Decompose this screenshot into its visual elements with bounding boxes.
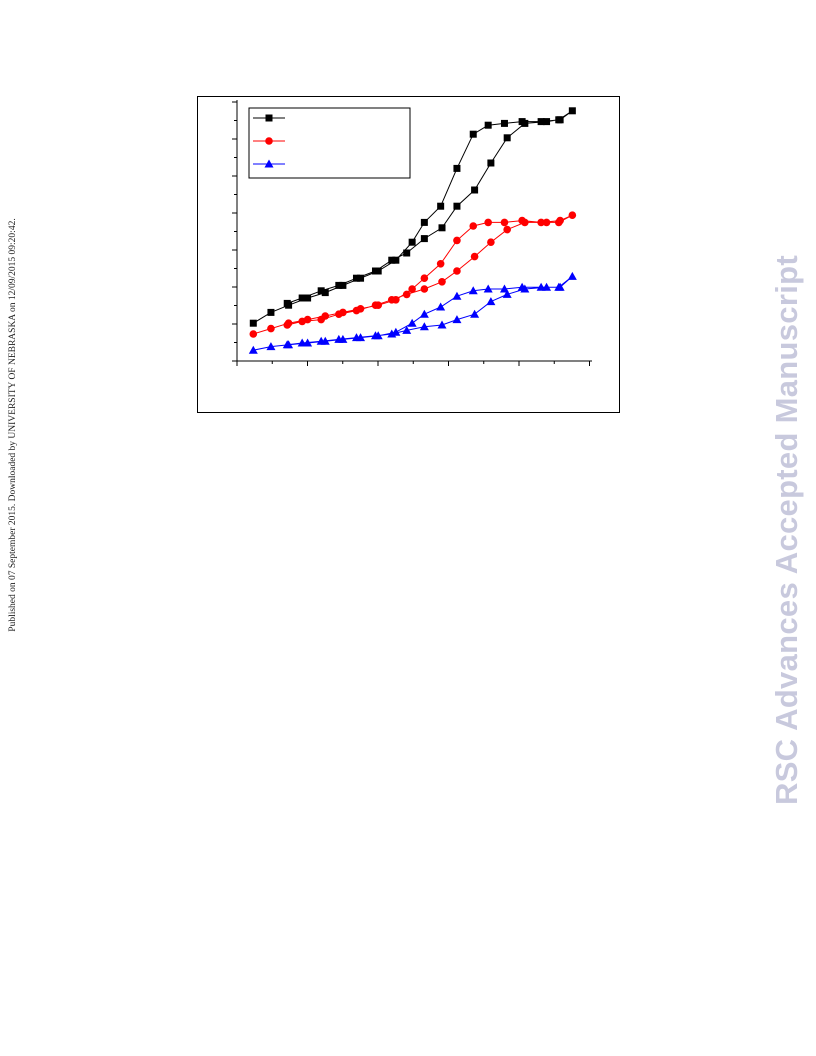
series-2-point bbox=[453, 267, 461, 275]
series-2-point bbox=[352, 306, 361, 315]
series-1-point bbox=[420, 218, 428, 226]
series-2-point bbox=[484, 218, 492, 227]
series-2-point bbox=[469, 222, 478, 230]
series-1-point bbox=[438, 224, 446, 232]
series-3-point bbox=[470, 309, 480, 318]
series-1-point bbox=[339, 281, 347, 289]
series-1-point bbox=[487, 159, 495, 167]
series-1-point bbox=[321, 289, 329, 297]
series-2-point bbox=[470, 252, 479, 261]
series-2-line bbox=[253, 214, 573, 335]
series-2-point bbox=[335, 310, 343, 319]
series-1-point bbox=[484, 121, 492, 129]
series-2-point bbox=[402, 290, 411, 299]
series-1-point bbox=[298, 294, 306, 302]
series-2-point bbox=[371, 301, 380, 310]
series-2-point bbox=[568, 211, 577, 219]
series-3-point bbox=[407, 318, 417, 327]
series-3-point bbox=[554, 282, 564, 291]
series-1-point bbox=[304, 294, 312, 302]
series-1-point bbox=[249, 319, 257, 327]
series-2-point bbox=[500, 218, 509, 227]
series-1-point bbox=[568, 107, 576, 115]
series-2-point bbox=[487, 238, 495, 246]
series-1-point bbox=[521, 119, 529, 127]
series-3-point bbox=[316, 336, 326, 345]
series-3-point bbox=[266, 342, 276, 351]
series-3-point bbox=[542, 282, 552, 291]
series-3-point bbox=[486, 297, 496, 306]
series-3-point bbox=[499, 284, 509, 293]
series-1-point bbox=[267, 308, 275, 316]
legend-series-2-marker bbox=[265, 137, 273, 145]
series-1-point bbox=[437, 202, 445, 210]
series-2-point bbox=[537, 218, 545, 227]
series-3-point bbox=[297, 338, 307, 347]
series-2-point bbox=[453, 236, 461, 245]
series-1-point bbox=[357, 274, 365, 282]
series-1-point bbox=[371, 267, 379, 275]
series-3-point bbox=[370, 331, 380, 340]
series-1-point bbox=[500, 119, 508, 127]
series-2-point bbox=[298, 317, 306, 326]
series-3-point bbox=[437, 320, 447, 329]
series-1-point bbox=[388, 256, 396, 264]
series-1-point bbox=[283, 299, 291, 307]
series-2-point bbox=[542, 218, 551, 227]
series-3-point bbox=[483, 284, 493, 293]
series-2-point bbox=[249, 330, 258, 338]
legend-series-3-marker bbox=[264, 159, 274, 168]
series-3-point bbox=[282, 340, 292, 349]
chart-frame bbox=[197, 96, 620, 413]
series-1-point bbox=[408, 238, 416, 246]
series-3-point bbox=[351, 333, 361, 342]
series-1-point bbox=[543, 118, 551, 126]
series-2-point bbox=[503, 225, 511, 234]
series-1-point bbox=[453, 164, 461, 172]
series-2-point bbox=[387, 296, 396, 304]
series-3-point bbox=[419, 322, 429, 331]
series-2-point bbox=[436, 260, 445, 268]
series-1-point bbox=[471, 186, 479, 194]
series-1-point bbox=[537, 118, 545, 126]
series-2-point bbox=[554, 218, 563, 227]
series-2-point bbox=[420, 285, 429, 293]
legend-box bbox=[248, 107, 411, 179]
series-3-point bbox=[402, 325, 412, 334]
series-2-point bbox=[408, 285, 416, 293]
series-1-point bbox=[392, 256, 400, 264]
series-1-point bbox=[403, 249, 411, 257]
series-3-point bbox=[387, 329, 397, 338]
series-3-point bbox=[502, 289, 512, 298]
series-2-point bbox=[438, 278, 446, 286]
series-3-point bbox=[468, 286, 478, 295]
series-2-point bbox=[521, 218, 529, 227]
series-1-point bbox=[317, 287, 325, 295]
series-3-point bbox=[452, 291, 462, 300]
series-3-point bbox=[248, 345, 258, 354]
series-3-point bbox=[520, 284, 530, 293]
series-1-point bbox=[555, 116, 563, 124]
series-2-point bbox=[283, 321, 292, 329]
series-1-point bbox=[453, 202, 461, 210]
series-3-point bbox=[567, 271, 577, 280]
series-3-point bbox=[452, 315, 462, 324]
series-2-point bbox=[317, 315, 325, 324]
series-2-point bbox=[420, 274, 429, 283]
series-1-point bbox=[420, 235, 428, 243]
series-1-point bbox=[352, 274, 360, 282]
series-3-point bbox=[334, 334, 344, 343]
series-2-point bbox=[267, 324, 275, 333]
series-3-point bbox=[436, 302, 446, 311]
series-1-point bbox=[469, 130, 477, 138]
series-1-point bbox=[503, 134, 511, 142]
series-1-point bbox=[335, 281, 343, 289]
series-3-point bbox=[419, 309, 429, 318]
legend-series-1-marker bbox=[265, 114, 273, 122]
